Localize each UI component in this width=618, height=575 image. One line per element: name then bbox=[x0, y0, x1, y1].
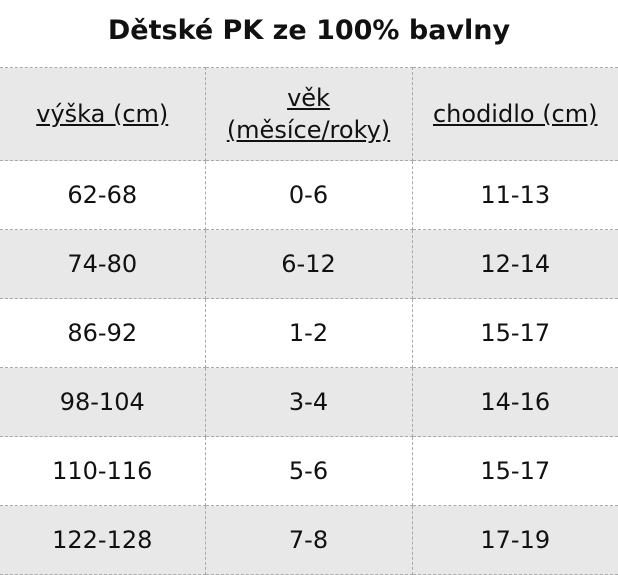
table-cell: 86-92 bbox=[0, 298, 206, 368]
table-row: 110-116 5-6 15-17 bbox=[0, 436, 618, 506]
header-text: výška (cm) bbox=[36, 100, 169, 128]
header-cell: věk (měsíce/roky) bbox=[204, 67, 413, 161]
table-cell: 7-8 bbox=[204, 505, 413, 575]
header-row: výška (cm) věk (měsíce/roky) chodidlo (cm) bbox=[0, 67, 618, 161]
table-body: 62-68 0-6 11-13 74-80 6-12 12-14 86-92 1-2 15-17… bbox=[0, 160, 618, 575]
table-cell: 11-13 bbox=[411, 160, 618, 230]
header-cell: výška (cm) bbox=[0, 67, 206, 161]
size-table: výška (cm) věk (měsíce/roky) chodidlo (cm)… bbox=[0, 67, 618, 575]
table-cell: 15-17 bbox=[411, 436, 618, 506]
table-cell: 74-80 bbox=[0, 229, 206, 299]
title: Dětské PK ze 100% bavlny bbox=[107, 15, 511, 46]
table-cell: 3-4 bbox=[204, 367, 413, 437]
table-cell: 0-6 bbox=[204, 160, 413, 230]
table-cell: 1-2 bbox=[204, 298, 413, 368]
table-row: 98-104 3-4 14-16 bbox=[0, 367, 618, 437]
header-text: věk (měsíce/roky) bbox=[226, 84, 391, 144]
table-cell: 14-16 bbox=[411, 367, 618, 437]
table-cell: 98-104 bbox=[0, 367, 206, 437]
table-row: 86-92 1-2 15-17 bbox=[0, 298, 618, 368]
table-cell: 5-6 bbox=[204, 436, 413, 506]
table-cell: 15-17 bbox=[411, 298, 618, 368]
table-header: výška (cm) věk (měsíce/roky) chodidlo (cm) bbox=[0, 67, 618, 161]
table-cell: 17-19 bbox=[411, 505, 618, 575]
table-cell: 6-12 bbox=[204, 229, 413, 299]
table-row: 62-68 0-6 11-13 bbox=[0, 160, 618, 230]
header-cell: chodidlo (cm) bbox=[411, 67, 618, 161]
table-cell: 110-116 bbox=[0, 436, 206, 506]
header-text: chodidlo (cm) bbox=[432, 100, 598, 128]
table-row: 74-80 6-12 12-14 bbox=[0, 229, 618, 299]
table-cell: 12-14 bbox=[411, 229, 618, 299]
table-cell: 122-128 bbox=[0, 505, 206, 575]
table-cell: 62-68 bbox=[0, 160, 206, 230]
table-row: 122-128 7-8 17-19 bbox=[0, 505, 618, 575]
